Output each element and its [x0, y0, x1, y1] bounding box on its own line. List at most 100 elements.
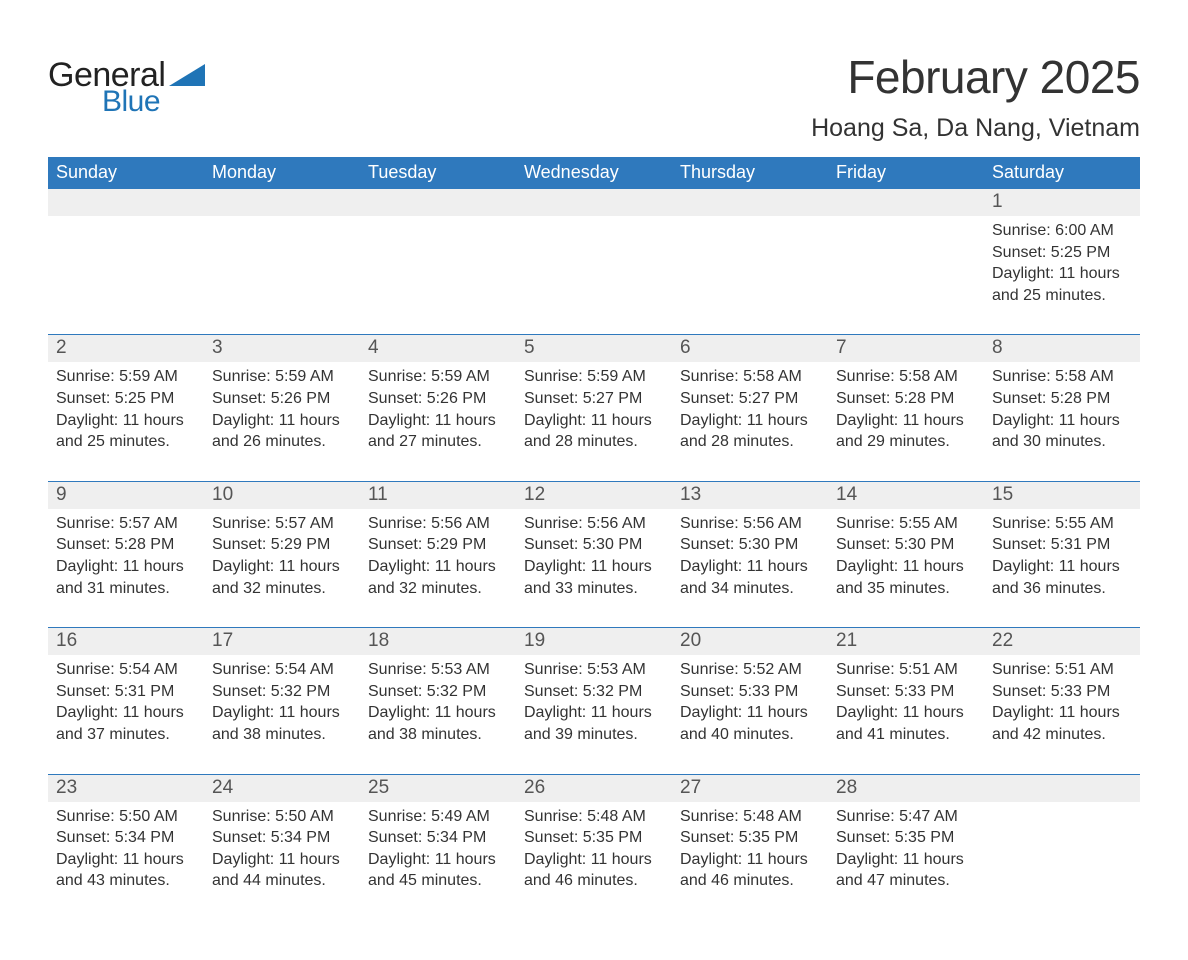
day-number: 7: [836, 337, 847, 358]
day-details: Sunrise: 5:57 AMSunset: 5:29 PMDaylight:…: [210, 513, 354, 599]
sunset-text: Sunset: 5:26 PM: [212, 388, 352, 410]
sunset-text: Sunset: 5:32 PM: [368, 681, 508, 703]
calendar-week: 2Sunrise: 5:59 AMSunset: 5:25 PMDaylight…: [48, 334, 1140, 480]
day-number-row: 7: [828, 335, 984, 362]
day-details: Sunrise: 5:50 AMSunset: 5:34 PMDaylight:…: [210, 806, 354, 892]
calendar-day-empty: [516, 189, 672, 334]
day-number: 14: [836, 484, 857, 505]
daylight-text: Daylight: 11 hours and 25 minutes.: [56, 410, 196, 453]
calendar-day: 13Sunrise: 5:56 AMSunset: 5:30 PMDayligh…: [672, 482, 828, 627]
calendar-day: 25Sunrise: 5:49 AMSunset: 5:34 PMDayligh…: [360, 775, 516, 920]
sunset-text: Sunset: 5:31 PM: [992, 534, 1132, 556]
daylight-text: Daylight: 11 hours and 33 minutes.: [524, 556, 664, 599]
sunrise-text: Sunrise: 5:51 AM: [836, 659, 976, 681]
dow-sunday: Sunday: [48, 157, 204, 189]
day-number-row: 17: [204, 628, 360, 655]
calendar-day: 22 Sunrise: 5:51 AMSunset: 5:33 PMDayligh…: [984, 628, 1140, 773]
calendar-day: 11Sunrise: 5:56 AMSunset: 5:29 PMDayligh…: [360, 482, 516, 627]
day-number: 10: [212, 484, 233, 505]
sunrise-text: Sunrise: 5:59 AM: [524, 366, 664, 388]
day-number: 20: [680, 630, 701, 651]
day-number-row: 25: [360, 775, 516, 802]
dow-tuesday: Tuesday: [360, 157, 516, 189]
sunrise-text: Sunrise: 5:58 AM: [836, 366, 976, 388]
sunrise-text: Sunrise: 5:58 AM: [680, 366, 820, 388]
sunrise-text: Sunrise: 5:58 AM: [992, 366, 1132, 388]
sunrise-text: Sunrise: 5:52 AM: [680, 659, 820, 681]
calendar-week: 23Sunrise: 5:50 AMSunset: 5:34 PMDayligh…: [48, 774, 1140, 920]
daylight-text: Daylight: 11 hours and 46 minutes.: [524, 849, 664, 892]
daylight-text: Daylight: 11 hours and 46 minutes.: [680, 849, 820, 892]
calendar-day: 6Sunrise: 5:58 AMSunset: 5:27 PMDaylight…: [672, 335, 828, 480]
calendar-day-empty: [48, 189, 204, 334]
calendar-day: 8Sunrise: 5:58 AMSunset: 5:28 PMDaylight…: [984, 335, 1140, 480]
sunset-text: Sunset: 5:25 PM: [56, 388, 196, 410]
daylight-text: Daylight: 11 hours and 47 minutes.: [836, 849, 976, 892]
calendar-day-empty: [672, 189, 828, 334]
day-number: 15: [992, 484, 1013, 505]
day-details: Sunrise: 5:54 AMSunset: 5:32 PMDaylight:…: [210, 659, 354, 745]
day-number-row: 22: [984, 628, 1140, 655]
sunset-text: Sunset: 5:29 PM: [212, 534, 352, 556]
sunset-text: Sunset: 5:27 PM: [680, 388, 820, 410]
calendar-day: 9Sunrise: 5:57 AMSunset: 5:28 PMDaylight…: [48, 482, 204, 627]
daylight-text: Daylight: 11 hours and 42 minutes.: [992, 702, 1132, 745]
dow-monday: Monday: [204, 157, 360, 189]
daylight-text: Daylight: 11 hours and 30 minutes.: [992, 410, 1132, 453]
dow-thursday: Thursday: [672, 157, 828, 189]
day-number: 25: [368, 777, 389, 798]
daylight-text: Daylight: 11 hours and 43 minutes.: [56, 849, 196, 892]
day-number: 26: [524, 777, 545, 798]
calendar-day: 21 Sunrise: 5:51 AMSunset: 5:33 PMDayligh…: [828, 628, 984, 773]
calendar-week: 1Sunrise: 6:00 AMSunset: 5:25 PMDaylight…: [48, 189, 1140, 334]
day-number-row: [984, 775, 1140, 802]
calendar-grid: Sunday Monday Tuesday Wednesday Thursday…: [48, 157, 1140, 920]
page-header: General Blue February 2025 Hoang Sa, Da …: [48, 50, 1140, 143]
calendar-day: 3Sunrise: 5:59 AMSunset: 5:26 PMDaylight…: [204, 335, 360, 480]
day-details: Sunrise: 5:50 AMSunset: 5:34 PMDaylight:…: [54, 806, 198, 892]
sunset-text: Sunset: 5:33 PM: [680, 681, 820, 703]
day-number-row: 3: [204, 335, 360, 362]
sunrise-text: Sunrise: 5:55 AM: [836, 513, 976, 535]
day-number-row: 1: [984, 189, 1140, 216]
day-number-row: 5: [516, 335, 672, 362]
day-number-row: 6: [672, 335, 828, 362]
daylight-text: Daylight: 11 hours and 27 minutes.: [368, 410, 508, 453]
day-number: 1: [992, 191, 1003, 212]
day-number-row: [672, 189, 828, 216]
day-details: Sunrise: 5:51 AMSunset: 5:33 PMDaylight:…: [834, 659, 978, 745]
dow-friday: Friday: [828, 157, 984, 189]
day-number-row: [516, 189, 672, 216]
day-details: Sunrise: 5:52 AMSunset: 5:33 PMDaylight:…: [678, 659, 822, 745]
day-number: 21: [836, 630, 857, 651]
sunset-text: Sunset: 5:33 PM: [992, 681, 1132, 703]
day-number-row: 19: [516, 628, 672, 655]
daylight-text: Daylight: 11 hours and 34 minutes.: [680, 556, 820, 599]
sunrise-text: Sunrise: 5:54 AM: [56, 659, 196, 681]
sunrise-text: Sunrise: 5:50 AM: [56, 806, 196, 828]
sunset-text: Sunset: 5:35 PM: [680, 827, 820, 849]
daylight-text: Daylight: 11 hours and 40 minutes.: [680, 702, 820, 745]
day-number-row: 4: [360, 335, 516, 362]
daylight-text: Daylight: 11 hours and 36 minutes.: [992, 556, 1132, 599]
day-number-row: [828, 189, 984, 216]
day-details: Sunrise: 5:51 AMSunset: 5:33 PMDaylight:…: [990, 659, 1134, 745]
sunrise-text: Sunrise: 5:50 AM: [212, 806, 352, 828]
day-number-row: [48, 189, 204, 216]
calendar-day: 20 Sunrise: 5:52 AMSunset: 5:33 PMDayligh…: [672, 628, 828, 773]
sunset-text: Sunset: 5:29 PM: [368, 534, 508, 556]
day-number: 6: [680, 337, 691, 358]
day-details: Sunrise: 5:48 AMSunset: 5:35 PMDaylight:…: [522, 806, 666, 892]
day-details: Sunrise: 5:53 AMSunset: 5:32 PMDaylight:…: [366, 659, 510, 745]
day-details: Sunrise: 5:56 AMSunset: 5:29 PMDaylight:…: [366, 513, 510, 599]
calendar-day: 16Sunrise: 5:54 AMSunset: 5:31 PMDayligh…: [48, 628, 204, 773]
day-details: Sunrise: 5:59 AMSunset: 5:25 PMDaylight:…: [54, 366, 198, 452]
day-number-row: 26: [516, 775, 672, 802]
day-number: 17: [212, 630, 233, 651]
day-number-row: 2: [48, 335, 204, 362]
sunset-text: Sunset: 5:34 PM: [368, 827, 508, 849]
day-of-week-header: Sunday Monday Tuesday Wednesday Thursday…: [48, 157, 1140, 189]
day-number-row: 14: [828, 482, 984, 509]
sunset-text: Sunset: 5:30 PM: [524, 534, 664, 556]
sunset-text: Sunset: 5:34 PM: [56, 827, 196, 849]
